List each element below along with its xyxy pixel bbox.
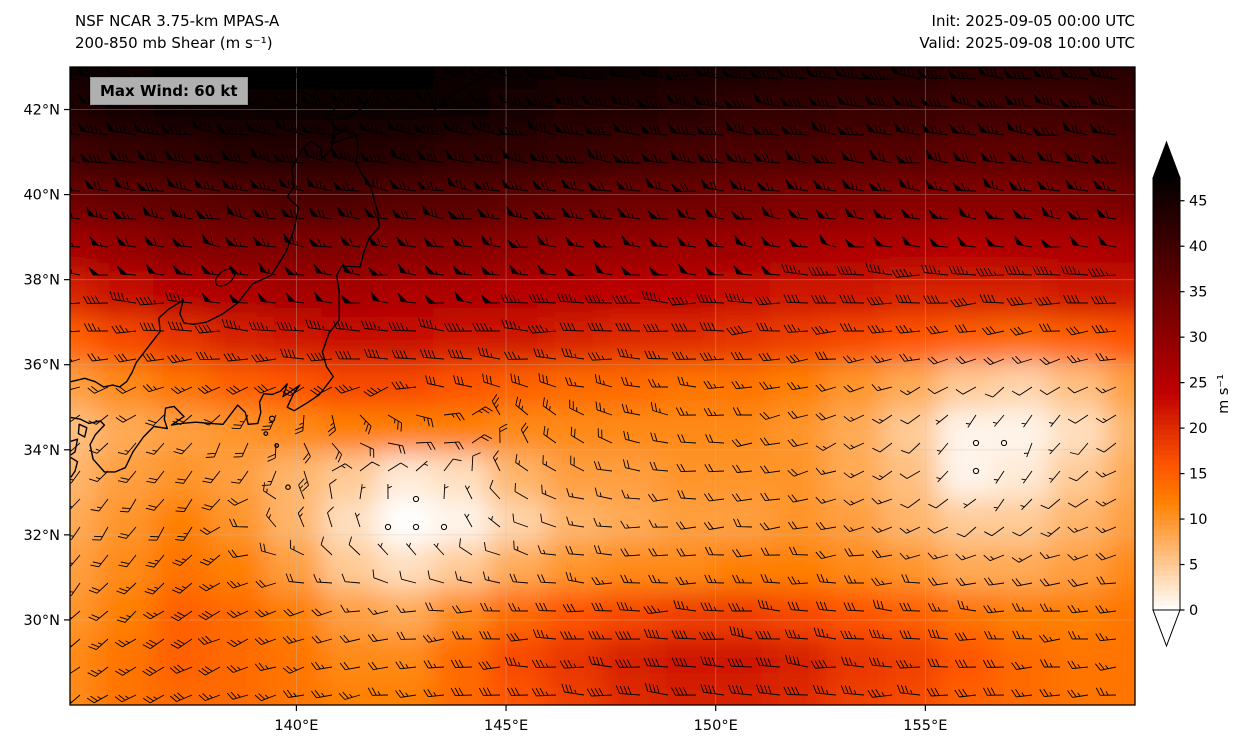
colorbar-tick-label: 20 [1189, 421, 1207, 437]
y-tick-label: 32°N [23, 528, 60, 544]
x-tick-label: 145°E [484, 718, 528, 734]
colorbar-tick-label: 45 [1189, 194, 1207, 210]
y-tick-label: 34°N [23, 443, 60, 459]
init-time-label: Init: 2025-09-05 00:00 UTC [931, 12, 1135, 30]
colorbar-extend-max-arrow [1152, 140, 1181, 179]
figure-title-line1: NSF NCAR 3.75-km MPAS-A [75, 12, 280, 30]
colorbar-tick-label: 0 [1189, 603, 1198, 619]
map-frame [69, 66, 1136, 706]
colorbar-tick-label: 35 [1189, 285, 1207, 301]
y-tick-label: 40°N [23, 188, 60, 204]
y-tick-label: 42°N [23, 103, 60, 119]
y-tick-label: 30°N [23, 613, 60, 629]
figure-title-line2: 200-850 mb Shear (m s⁻¹) [75, 34, 273, 52]
x-tick-label: 140°E [274, 718, 318, 734]
gridlines-layer [70, 67, 1135, 705]
colorbar: 0 5 10 15 20 25 30 35 40 45 m s⁻¹ [1152, 140, 1232, 648]
x-tick-label: 155°E [903, 718, 947, 734]
x-tick-label: 150°E [694, 718, 738, 734]
colorbar-tick-label: 10 [1189, 512, 1207, 528]
colorbar-tick-label: 40 [1189, 239, 1207, 255]
y-axis: 42°N 40°N 38°N 36°N 34°N 32°N 30°N [23, 103, 70, 629]
colorbar-tick-label: 15 [1189, 467, 1207, 483]
colorbar-tick-label: 25 [1189, 376, 1207, 392]
coastline-layer [70, 67, 504, 491]
colorbar-unit-label: m s⁻¹ [1216, 374, 1232, 414]
y-tick-label: 36°N [23, 358, 60, 374]
y-tick-label: 38°N [23, 273, 60, 289]
max-wind-badge: Max Wind: 60 kt [90, 77, 248, 105]
valid-time-label: Valid: 2025-09-08 10:00 UTC [919, 34, 1135, 52]
colorbar-tick-label: 30 [1189, 330, 1207, 346]
colorbar-tick-label: 5 [1189, 558, 1198, 574]
wind-barbs-layer [70, 67, 1117, 705]
x-axis: 140°E 145°E 150°E 155°E [274, 705, 947, 734]
colorbar-extend-min-arrow [1152, 609, 1181, 648]
